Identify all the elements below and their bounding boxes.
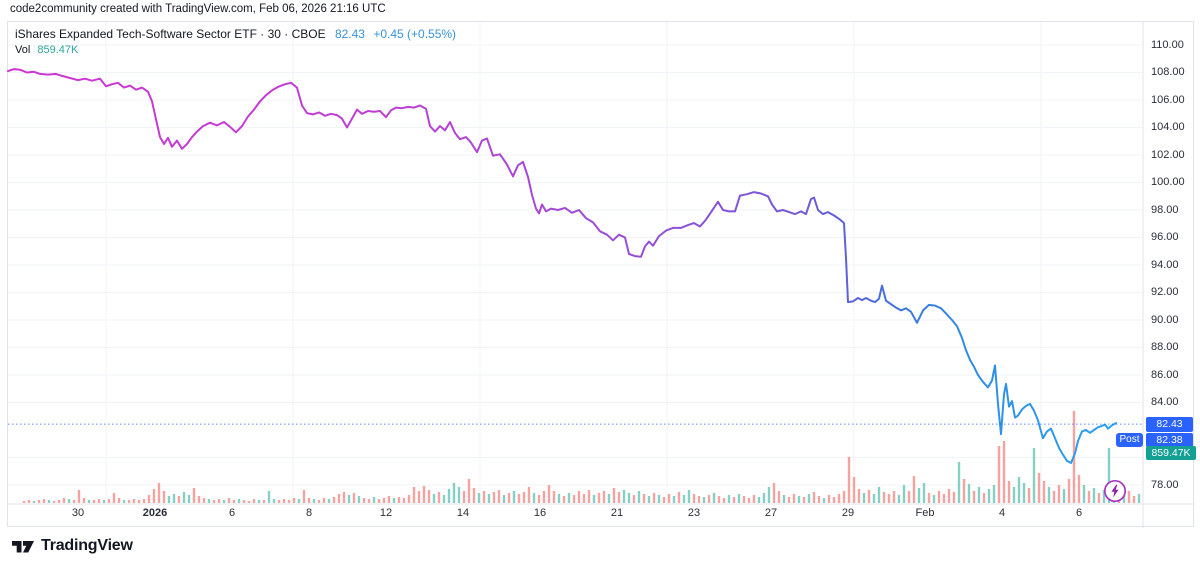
- volume-label: Vol: [15, 44, 31, 56]
- time-axis-label: 16: [533, 507, 547, 519]
- price-axis-label: 90.00: [1151, 313, 1179, 326]
- price-axis-label: 100.00: [1151, 176, 1185, 188]
- time-axis-label: 6: [1075, 507, 1083, 519]
- flash-icon[interactable]: [1103, 479, 1127, 503]
- price-line: [7, 68, 1117, 464]
- time-axis-label: 12: [379, 507, 393, 519]
- tradingview-logo-text: TradingView: [41, 537, 133, 554]
- chart-legend: iShares Expanded Tech-Software Sector ET…: [15, 27, 456, 57]
- time-axis-label: 6: [228, 507, 236, 519]
- time-axis-label: 21: [610, 507, 624, 519]
- price-axis-label: 110.00: [1151, 38, 1184, 51]
- time-axis-label: 2026: [142, 507, 168, 519]
- gridlines: [8, 22, 1142, 503]
- time-axis-label: 4: [998, 507, 1006, 519]
- post-price-badge: 82.38: [1146, 433, 1193, 447]
- chart-frame: [7, 21, 1194, 527]
- time-axis-label: 29: [841, 507, 855, 519]
- price-axis-label: 78.00: [1151, 478, 1179, 491]
- tradingview-logo[interactable]: TradingView: [12, 537, 133, 555]
- last-price-badge: 82.43: [1146, 417, 1193, 432]
- time-axis-label: 8: [305, 507, 313, 519]
- time-axis-label: 27: [764, 507, 778, 519]
- price-axis-label: 104.00: [1151, 121, 1185, 133]
- volume-value: 859.47K: [37, 44, 79, 56]
- price-axis-label: 94.00: [1151, 258, 1179, 271]
- time-axis-label: Feb: [915, 507, 935, 519]
- time-axis-label: 30: [71, 507, 85, 519]
- time-axis-label: 14: [456, 507, 470, 519]
- price-axis-label: 102.00: [1151, 148, 1185, 161]
- symbol-title: iShares Expanded Tech-Software Sector ET…: [15, 27, 326, 41]
- tradingview-logo-icon: [12, 540, 34, 552]
- price-axis-label: 88.00: [1151, 341, 1179, 353]
- price-axis-label: 92.00: [1151, 286, 1179, 298]
- price-axis-label: 108.00: [1151, 66, 1185, 78]
- post-market-label: Post: [1116, 433, 1143, 447]
- volume-badge: 859.47K: [1146, 446, 1196, 460]
- price-axis-label: 86.00: [1151, 368, 1179, 381]
- attribution-text: code2community created with TradingView.…: [10, 3, 386, 15]
- price-axis-label: 96.00: [1151, 231, 1179, 243]
- price-axis-label: 98.00: [1151, 203, 1179, 216]
- price-axis-label: 106.00: [1151, 93, 1185, 106]
- price-axis-label: 84.00: [1151, 396, 1179, 408]
- legend-change: +0.45 (+0.55%): [373, 27, 457, 41]
- volume-bars: [22, 411, 1141, 503]
- time-axis-label: 23: [687, 507, 701, 519]
- legend-last-price: 82.43: [334, 27, 365, 41]
